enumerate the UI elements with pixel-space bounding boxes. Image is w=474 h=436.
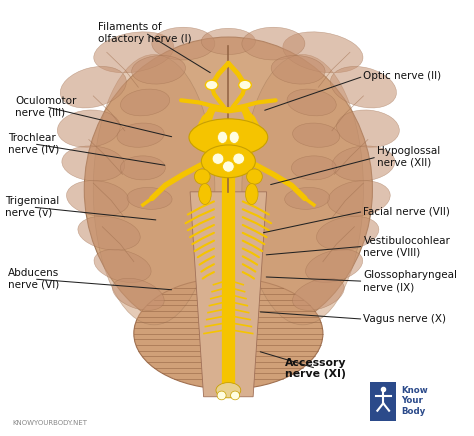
Ellipse shape <box>189 119 268 156</box>
Ellipse shape <box>60 66 127 108</box>
Text: Oculomotor
nerve (III): Oculomotor nerve (III) <box>15 96 77 118</box>
Text: Accessory
nerve (XI): Accessory nerve (XI) <box>285 358 347 379</box>
Ellipse shape <box>317 216 379 250</box>
Ellipse shape <box>78 216 140 250</box>
Ellipse shape <box>216 383 241 398</box>
Ellipse shape <box>84 37 373 342</box>
FancyBboxPatch shape <box>370 382 396 421</box>
Text: Optic nerve (II): Optic nerve (II) <box>364 72 442 81</box>
Circle shape <box>222 161 234 172</box>
Ellipse shape <box>57 110 120 147</box>
Text: Vestibulocohlear
nerve (VIII): Vestibulocohlear nerve (VIII) <box>364 235 450 257</box>
Ellipse shape <box>242 54 364 325</box>
Ellipse shape <box>120 89 170 116</box>
Ellipse shape <box>201 145 255 178</box>
Ellipse shape <box>337 110 400 147</box>
Text: Vagus nerve (X): Vagus nerve (X) <box>364 314 447 324</box>
Ellipse shape <box>218 131 228 143</box>
Circle shape <box>212 153 224 164</box>
Text: Trigeminal
nerve (v): Trigeminal nerve (v) <box>5 196 60 218</box>
Ellipse shape <box>246 184 258 204</box>
Text: Filaments of
olfactory nerve (I): Filaments of olfactory nerve (I) <box>98 22 192 44</box>
Ellipse shape <box>330 66 396 108</box>
Ellipse shape <box>134 278 323 389</box>
Text: Your: Your <box>401 396 423 405</box>
Ellipse shape <box>246 169 262 184</box>
Ellipse shape <box>201 28 255 54</box>
Ellipse shape <box>66 181 129 216</box>
Ellipse shape <box>283 32 363 73</box>
Ellipse shape <box>287 89 336 116</box>
Ellipse shape <box>229 131 239 143</box>
Text: Hypoglossal
nerve (XII): Hypoglossal nerve (XII) <box>377 146 440 168</box>
Ellipse shape <box>120 156 165 180</box>
Ellipse shape <box>242 27 305 60</box>
Circle shape <box>231 391 240 400</box>
Ellipse shape <box>328 181 390 216</box>
Ellipse shape <box>127 187 172 209</box>
Ellipse shape <box>201 286 255 382</box>
Ellipse shape <box>271 55 325 84</box>
Ellipse shape <box>332 146 395 181</box>
Ellipse shape <box>94 249 151 283</box>
Ellipse shape <box>285 187 329 209</box>
Text: Know: Know <box>401 386 428 395</box>
Ellipse shape <box>152 27 215 60</box>
Ellipse shape <box>292 278 344 310</box>
Ellipse shape <box>132 55 185 84</box>
Text: Facial nerve (VII): Facial nerve (VII) <box>364 207 450 216</box>
Ellipse shape <box>306 249 363 283</box>
Circle shape <box>233 153 245 164</box>
Text: Body: Body <box>401 407 425 416</box>
Ellipse shape <box>117 123 164 147</box>
Ellipse shape <box>62 146 125 181</box>
Ellipse shape <box>292 123 340 147</box>
Ellipse shape <box>199 184 211 204</box>
Ellipse shape <box>112 278 164 310</box>
Ellipse shape <box>239 80 251 90</box>
Ellipse shape <box>292 156 337 180</box>
Ellipse shape <box>205 80 218 90</box>
Ellipse shape <box>94 32 174 73</box>
Ellipse shape <box>194 169 210 184</box>
Text: KNOWYOURBODY.NET: KNOWYOURBODY.NET <box>12 420 87 426</box>
Ellipse shape <box>93 54 215 325</box>
Text: Trochlear
nerve (IV): Trochlear nerve (IV) <box>8 133 60 155</box>
Text: Abducens
nerve (VI): Abducens nerve (VI) <box>8 268 60 290</box>
Circle shape <box>217 391 226 400</box>
Polygon shape <box>190 192 267 397</box>
Text: Glossopharyngeal
nerve (IX): Glossopharyngeal nerve (IX) <box>364 270 457 292</box>
